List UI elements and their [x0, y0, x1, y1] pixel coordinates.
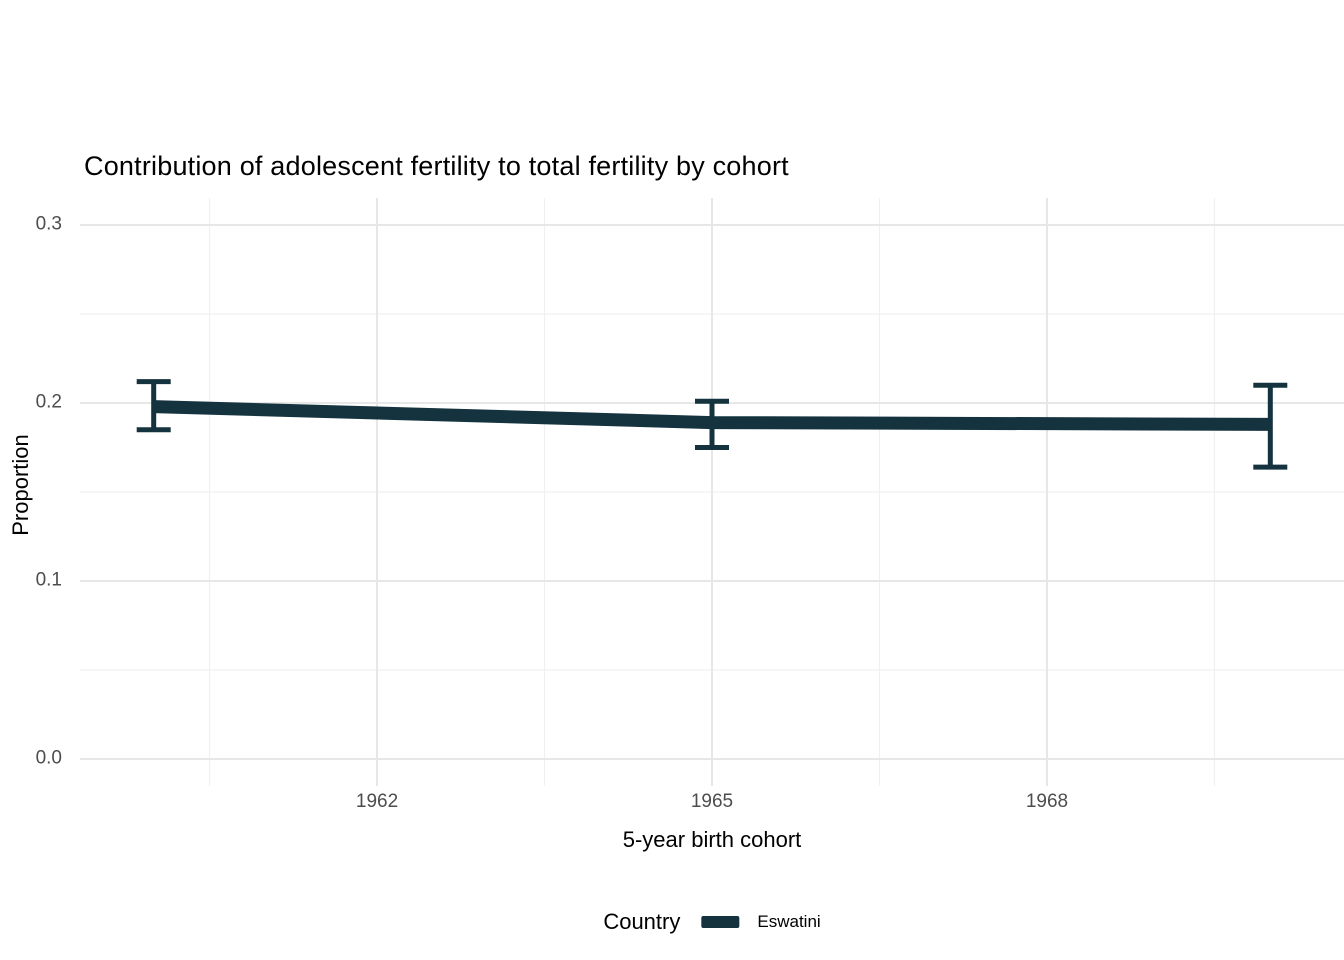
series-line-eswatini — [153, 400, 1271, 431]
legend-entry-eswatini: Eswatini — [757, 912, 821, 931]
y-axis-title: Proportion — [8, 434, 33, 536]
x-tick-label-1968: 1968 — [1025, 791, 1069, 812]
chart-title: Contribution of adolescent fertility to … — [84, 151, 789, 181]
y-tick-label-0.2: 0.2 — [35, 391, 62, 413]
legend-swatch — [701, 916, 740, 928]
y-tick-label-0.3: 0.3 — [35, 213, 62, 235]
legend: Country Eswatini — [603, 909, 820, 935]
x-axis-title: 5-year birth cohort — [622, 827, 802, 852]
y-tick-label-0.0: 0.0 — [35, 747, 62, 769]
x-tick-label-1962: 1962 — [355, 791, 399, 812]
x-tick-label-1965: 1965 — [690, 791, 734, 812]
legend-title: Country — [603, 909, 681, 934]
y-tick-label-0.1: 0.1 — [35, 569, 62, 591]
